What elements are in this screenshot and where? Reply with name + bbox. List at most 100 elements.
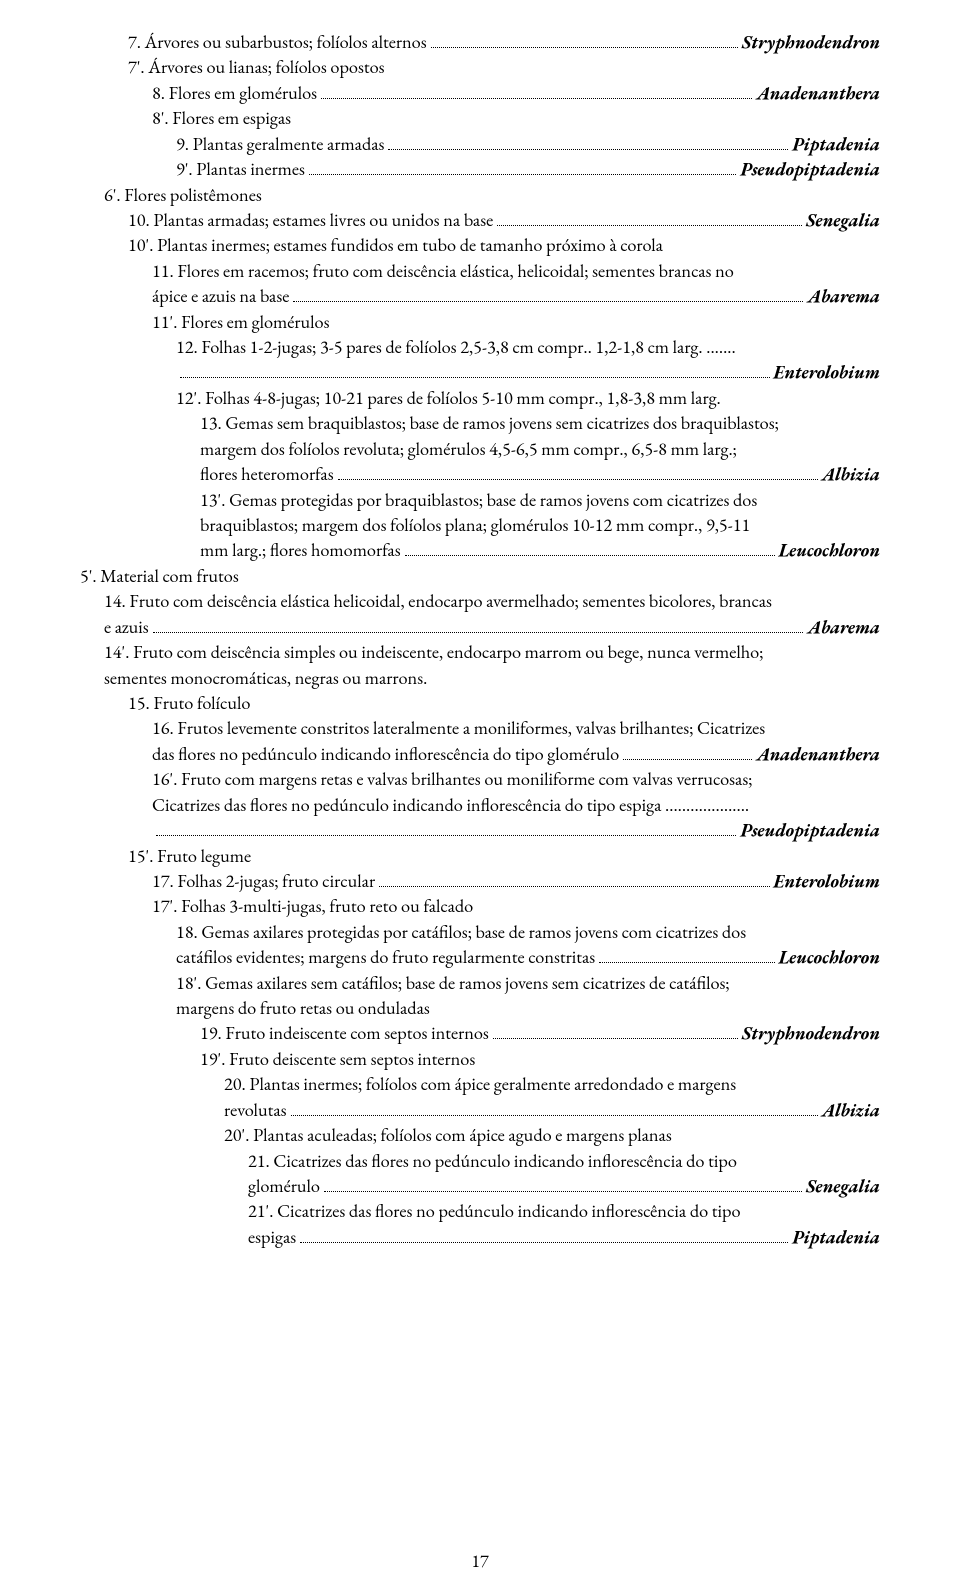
key-couplet-13-line1: 13. Gemas sem braquiblastos; base de ram… <box>80 411 880 436</box>
key-couplet-18p-line1: 18'. Gemas axilares sem catáfilos; base … <box>80 971 880 996</box>
key-lead: e azuis <box>104 615 149 640</box>
key-couplet-15: 15. Fruto folículo <box>80 691 880 716</box>
genus-name: Pseudopiptadenia <box>740 818 880 843</box>
key-text: 12'. Folhas 4-8-jugas; 10-21 pares de fo… <box>176 386 721 411</box>
genus-name: Abarema <box>807 284 880 309</box>
genus-name: Stryphnodendron <box>742 1021 880 1046</box>
key-couplet-12p: 12'. Folhas 4-8-jugas; 10-21 pares de fo… <box>80 386 880 411</box>
key-couplet-19p: 19'. Fruto deiscente sem septos internos <box>80 1047 880 1072</box>
key-couplet-21p-line2: espigas Piptadenia <box>80 1225 880 1250</box>
key-couplet-11-line2: ápice e azuis na base Abarema <box>80 284 880 309</box>
key-lead: das flores no pedúnculo indicando inflor… <box>152 742 619 767</box>
key-text: 21'. Cicatrizes das flores no pedúnculo … <box>248 1199 741 1224</box>
genus-name: Piptadenia <box>792 132 880 157</box>
genus-name: Stryphnodendron <box>742 30 880 55</box>
leader-dots <box>497 208 802 225</box>
key-text: 18'. Gemas axilares sem catáfilos; base … <box>176 971 730 996</box>
key-couplet-13-line3: flores heteromorfas Albizia <box>80 462 880 487</box>
key-text: 11'. Flores em glomérulos <box>152 310 330 335</box>
genus-name: Anadenanthera <box>756 81 880 106</box>
key-text: 14'. Fruto com deiscência simples ou ind… <box>104 640 763 665</box>
leader-dots <box>405 539 775 556</box>
leader-dots <box>156 819 736 836</box>
genus-name: Albizia <box>822 462 880 487</box>
leader-dots <box>623 742 752 759</box>
key-text: margens do fruto retas ou onduladas <box>176 996 430 1021</box>
key-couplet-5p: 5'. Material com frutos <box>80 564 880 589</box>
leader-dots <box>300 1225 788 1242</box>
key-couplet-13-line2: margem dos folíolos revoluta; glomérulos… <box>80 437 880 462</box>
key-couplet-9p: 9'. Plantas inermes Pseudopiptadenia <box>80 157 880 182</box>
key-couplet-13p-line3: mm larg.; flores homomorfas Leucochloron <box>80 538 880 563</box>
key-couplet-15p: 15'. Fruto legume <box>80 844 880 869</box>
key-couplet-8: 8. Flores em glomérulos Anadenanthera <box>80 81 880 106</box>
key-couplet-20p: 20'. Plantas aculeadas; folíolos com ápi… <box>80 1123 880 1148</box>
key-lead: flores heteromorfas <box>200 462 334 487</box>
leader-dots <box>153 615 804 632</box>
key-text: 12. Folhas 1-2-jugas; 3-5 pares de folío… <box>176 335 736 360</box>
key-text: 20'. Plantas aculeadas; folíolos com ápi… <box>224 1123 672 1148</box>
key-couplet-13p-line1: 13'. Gemas protegidas por braquiblastos;… <box>80 488 880 513</box>
leader-dots <box>431 31 738 48</box>
genus-name: Leucochloron <box>779 945 880 970</box>
key-text: 17'. Folhas 3-multi-jugas, fruto reto ou… <box>152 894 473 919</box>
key-text: 8'. Flores em espigas <box>152 106 291 131</box>
key-couplet-20-line1: 20. Plantas inermes; folíolos com ápice … <box>80 1072 880 1097</box>
key-lead: 19. Fruto indeiscente com septos interno… <box>200 1021 489 1046</box>
key-text: 15. Fruto folículo <box>128 691 250 716</box>
key-lead: Cicatrizes das flores no pedúnculo indic… <box>152 793 665 818</box>
genus-name: Enterolobium <box>774 360 880 385</box>
key-couplet-12-line1: 12. Folhas 1-2-jugas; 3-5 pares de folío… <box>80 335 880 360</box>
key-couplet-16p-line1: 16'. Fruto com margens retas e valvas br… <box>80 767 880 792</box>
key-lead: espigas <box>248 1225 296 1250</box>
leader-dots <box>309 158 736 175</box>
key-couplet-11p: 11'. Flores em glomérulos <box>80 310 880 335</box>
key-lead: catáfilos evidentes; margens do fruto re… <box>176 945 595 970</box>
leader-dots <box>379 869 770 886</box>
key-lead: ápice e azuis na base <box>152 284 289 309</box>
leader-dots <box>180 361 770 378</box>
key-text: 16'. Fruto com margens retas e valvas br… <box>152 767 752 792</box>
key-lead: mm larg.; flores homomorfas <box>200 538 401 563</box>
key-text: 14. Fruto com deiscência elástica helico… <box>104 589 772 614</box>
key-text: 5'. Material com frutos <box>80 564 239 589</box>
leader-dots <box>324 1175 802 1192</box>
genus-name: Abarema <box>807 615 880 640</box>
key-couplet-17p: 17'. Folhas 3-multi-jugas, fruto reto ou… <box>80 894 880 919</box>
key-couplet-14-line2: e azuis Abarema <box>80 615 880 640</box>
leader-dots <box>293 285 803 302</box>
genus-name: Senegalia <box>806 208 880 233</box>
genus-name: Pseudopiptadenia <box>740 157 880 182</box>
key-lead: 17. Folhas 2-jugas; fruto circular <box>152 869 375 894</box>
genus-name: Anadenanthera <box>756 742 880 767</box>
key-couplet-18-line2: catáfilos evidentes; margens do fruto re… <box>80 945 880 970</box>
key-couplet-21-line1: 21. Cicatrizes das flores no pedúnculo i… <box>80 1149 880 1174</box>
key-couplet-18-line1: 18. Gemas axilares protegidas por catáfi… <box>80 920 880 945</box>
key-text: 10'. Plantas inermes; estames fundidos e… <box>128 233 663 258</box>
key-couplet-14p-line2: sementes monocromáticas, negras ou marro… <box>80 666 880 691</box>
key-couplet-16-line2: das flores no pedúnculo indicando inflor… <box>80 742 880 767</box>
key-couplet-10p: 10'. Plantas inermes; estames fundidos e… <box>80 233 880 258</box>
key-couplet-8p: 8'. Flores em espigas <box>80 106 880 131</box>
key-text: 19'. Fruto deiscente sem septos internos <box>200 1047 475 1072</box>
key-couplet-14-line1: 14. Fruto com deiscência elástica helico… <box>80 589 880 614</box>
page-number: 17 <box>0 1549 960 1574</box>
genus-name: Enterolobium <box>774 869 880 894</box>
key-couplet-12-line2: Enterolobium <box>80 360 880 385</box>
key-lead: glomérulo <box>248 1174 320 1199</box>
key-couplet-16p-line3: Pseudopiptadenia <box>80 818 880 843</box>
genus-name: Leucochloron <box>779 538 880 563</box>
key-lead: 7. Árvores ou subarbustos; folíolos alte… <box>128 30 427 55</box>
key-lead: 10. Plantas armadas; estames livres ou u… <box>128 208 493 233</box>
leader-dots <box>388 132 788 149</box>
key-couplet-16p-line2: Cicatrizes das flores no pedúnculo indic… <box>80 793 880 818</box>
key-couplet-9: 9. Plantas geralmente armadas Piptadenia <box>80 132 880 157</box>
genus-name: Piptadenia <box>792 1225 880 1250</box>
key-couplet-13p-line2: braquiblastos; margem dos folíolos plana… <box>80 513 880 538</box>
key-text: 21. Cicatrizes das flores no pedúnculo i… <box>248 1149 737 1174</box>
key-couplet-7p: 7'. Árvores ou lianas; folíolos opostos <box>80 55 880 80</box>
page: 7. Árvores ou subarbustos; folíolos alte… <box>0 0 960 1592</box>
key-lead: 9. Plantas geralmente armadas <box>176 132 384 157</box>
key-text: braquiblastos; margem dos folíolos plana… <box>200 513 750 538</box>
key-text: 13'. Gemas protegidas por braquiblastos;… <box>200 488 757 513</box>
